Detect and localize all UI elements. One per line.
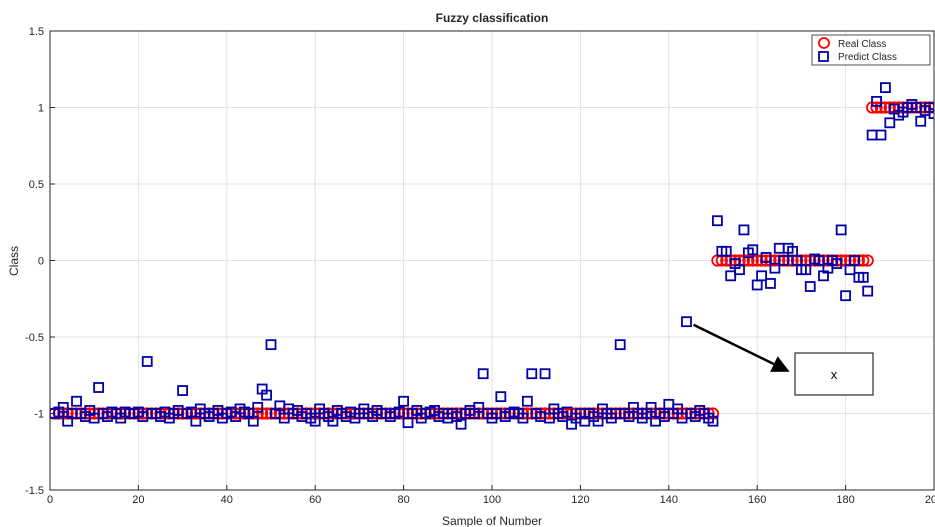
y-axis-label: Class — [7, 246, 21, 276]
x-tick-label: 80 — [397, 494, 409, 506]
x-tick-label: 20 — [132, 494, 144, 506]
x-axis-label: Sample of Number — [442, 514, 542, 527]
x-tick-label: 120 — [571, 494, 589, 506]
y-tick-label: -1 — [34, 409, 44, 421]
x-tick-label: 100 — [483, 494, 501, 506]
annotation-text: x — [831, 367, 838, 382]
x-tick-label: 60 — [309, 494, 321, 506]
x-tick-label: 180 — [836, 494, 854, 506]
chart-title: Fuzzy classification — [436, 11, 549, 25]
y-tick-label: 1 — [38, 103, 44, 115]
x-tick-label: 0 — [47, 494, 53, 506]
legend-predict-class-label: Predict Class — [838, 52, 897, 63]
x-tick-label: 40 — [221, 494, 233, 506]
y-tick-label: 0.5 — [29, 179, 44, 191]
y-tick-label: -0.5 — [25, 332, 44, 344]
y-tick-label: -1.5 — [25, 485, 44, 497]
x-tick-label: 160 — [748, 494, 766, 506]
legend: Real Class Predict Class — [812, 35, 930, 65]
y-tick-label: 1.5 — [29, 26, 44, 38]
y-tick-label: 0 — [38, 256, 44, 268]
x-tick-label: 200 — [925, 494, 935, 506]
x-tick-label: 140 — [660, 494, 678, 506]
legend-real-class-label: Real Class — [838, 39, 886, 50]
